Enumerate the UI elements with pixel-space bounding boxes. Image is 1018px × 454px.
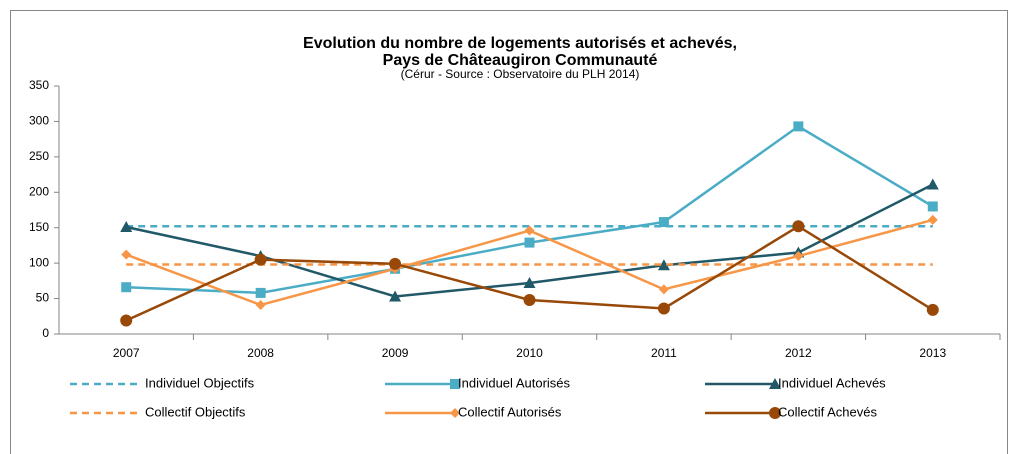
y-tick-label: 100 xyxy=(29,255,49,269)
legend-label: Collectif Objectifs xyxy=(145,404,246,419)
legend-label: Individuel Autorisés xyxy=(458,375,571,390)
marker xyxy=(927,214,938,225)
marker xyxy=(120,221,133,233)
marker xyxy=(792,220,805,233)
x-tick-label: 2012 xyxy=(785,346,812,360)
marker xyxy=(255,287,266,298)
marker xyxy=(523,293,536,306)
marker xyxy=(926,303,939,316)
marker xyxy=(524,237,535,248)
marker xyxy=(657,259,670,271)
chart-subtitle: (Cérur - Source : Observatoire du PLH 20… xyxy=(401,67,640,81)
marker xyxy=(793,251,804,262)
marker xyxy=(658,284,669,295)
legend-label: Individuel Achevés xyxy=(778,375,886,390)
marker xyxy=(120,314,133,327)
marker xyxy=(658,217,669,228)
legend-label: Individuel Objectifs xyxy=(145,375,255,390)
marker xyxy=(926,178,939,190)
marker xyxy=(121,249,132,260)
x-tick-label: 2011 xyxy=(651,346,677,360)
y-tick-label: 200 xyxy=(29,184,49,198)
marker xyxy=(389,257,402,270)
y-tick-label: 50 xyxy=(36,291,50,305)
y-tick-label: 0 xyxy=(42,326,49,340)
y-tick-label: 150 xyxy=(29,220,49,234)
marker xyxy=(793,121,804,132)
marker xyxy=(450,379,460,389)
marker xyxy=(254,253,267,266)
marker xyxy=(450,408,460,418)
marker xyxy=(524,225,535,236)
y-tick-label: 350 xyxy=(29,78,49,92)
marker xyxy=(255,299,266,310)
marker xyxy=(389,290,402,302)
x-tick-label: 2009 xyxy=(382,346,409,360)
marker xyxy=(523,276,536,288)
x-tick-label: 2010 xyxy=(516,346,543,360)
chart-title: Pays de Châteaugiron Communauté xyxy=(383,52,658,69)
legend-label: Collectif Autorisés xyxy=(458,404,562,419)
marker xyxy=(927,201,938,212)
y-tick-label: 250 xyxy=(29,149,49,163)
marker xyxy=(657,302,670,315)
x-tick-label: 2008 xyxy=(247,346,274,360)
chart-title: Evolution du nombre de logements autoris… xyxy=(303,35,737,52)
legend-label: Collectif Achevés xyxy=(778,404,877,419)
x-tick-label: 2007 xyxy=(113,346,140,360)
chart-frame xyxy=(10,10,1008,454)
x-tick-label: 2013 xyxy=(919,346,946,360)
marker xyxy=(769,378,781,389)
marker xyxy=(769,407,781,419)
y-tick-label: 300 xyxy=(29,114,49,128)
marker xyxy=(121,282,132,293)
